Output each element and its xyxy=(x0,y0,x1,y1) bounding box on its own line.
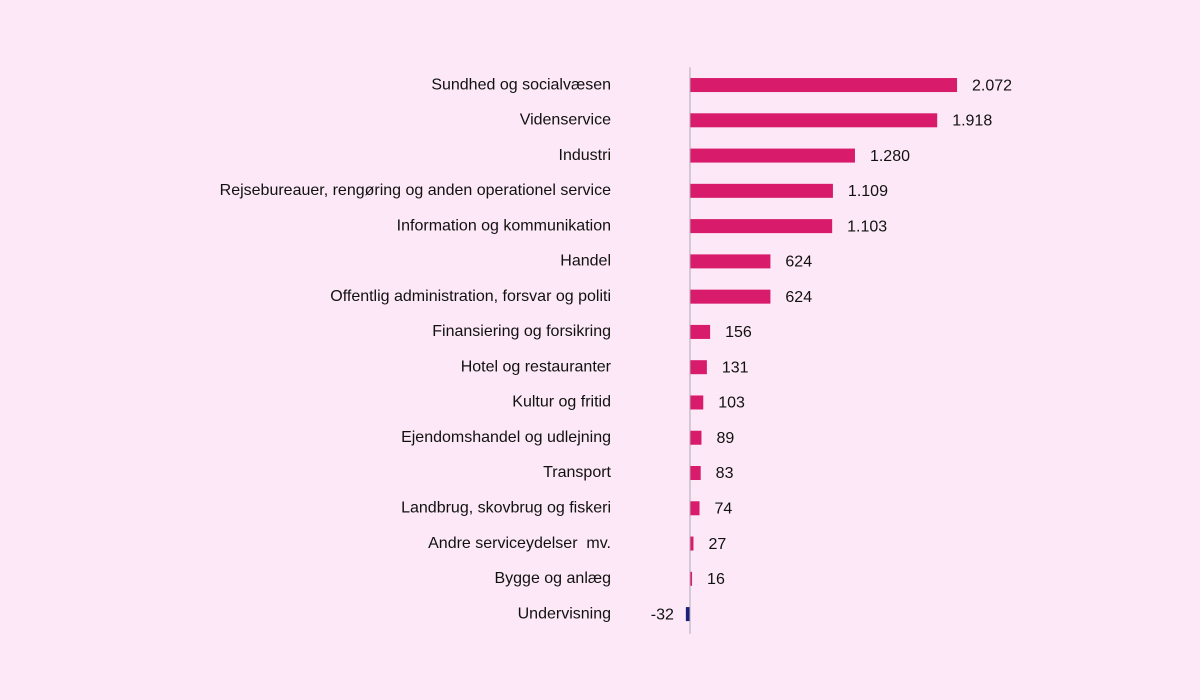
value-label: 156 xyxy=(725,324,752,341)
value-label: 1.103 xyxy=(847,218,887,235)
category-label: Information og kommunikation xyxy=(397,217,611,234)
bar xyxy=(689,183,833,198)
category-label: Transport xyxy=(543,464,611,481)
category-label: Industri xyxy=(559,147,611,164)
category-label: Videnservice xyxy=(520,112,611,129)
value-label: -32 xyxy=(651,606,674,623)
value-label: 624 xyxy=(785,289,812,306)
category-label: Ejendomshandel og udlejning xyxy=(401,429,611,446)
value-label: 83 xyxy=(716,465,734,482)
value-label: 103 xyxy=(718,395,745,412)
bar xyxy=(689,148,855,163)
value-label: 1.918 xyxy=(952,113,992,130)
category-label: Sundhed og socialvæsen xyxy=(431,76,611,93)
bar xyxy=(689,254,771,269)
bar xyxy=(689,571,693,586)
value-label: 1.280 xyxy=(870,148,910,165)
bar xyxy=(685,607,690,622)
value-label: 16 xyxy=(707,571,725,588)
bar xyxy=(689,536,694,551)
category-label: Rejsebureauer, rengøring og anden operat… xyxy=(220,182,611,199)
category-label: Bygge og anlæg xyxy=(494,570,611,587)
value-label: 2.072 xyxy=(972,77,1012,94)
category-label: Kultur og fritid xyxy=(512,394,611,411)
bar xyxy=(689,360,707,375)
value-label: 27 xyxy=(708,536,726,553)
category-label: Andre serviceydelser mv. xyxy=(428,535,611,552)
bar xyxy=(689,113,938,128)
value-label: 624 xyxy=(785,254,812,271)
category-label: Landbrug, skovbrug og fiskeri xyxy=(401,499,611,516)
bar xyxy=(689,289,771,304)
value-label: 1.109 xyxy=(848,183,888,200)
value-label: 89 xyxy=(716,430,734,447)
bar xyxy=(689,466,701,481)
category-label: Finansiering og forsikring xyxy=(432,323,611,340)
value-label: 74 xyxy=(715,500,733,517)
bar xyxy=(689,78,958,93)
bar xyxy=(689,430,702,445)
bar xyxy=(689,501,700,516)
bar xyxy=(689,324,711,339)
category-label: Offentlig administration, forsvar og pol… xyxy=(330,288,611,305)
category-label: Undervisning xyxy=(518,605,611,622)
bar xyxy=(689,395,704,410)
category-label: Handel xyxy=(560,253,611,270)
bar xyxy=(689,219,833,234)
value-label: 131 xyxy=(722,359,749,376)
category-label: Hotel og restauranter xyxy=(461,358,612,375)
